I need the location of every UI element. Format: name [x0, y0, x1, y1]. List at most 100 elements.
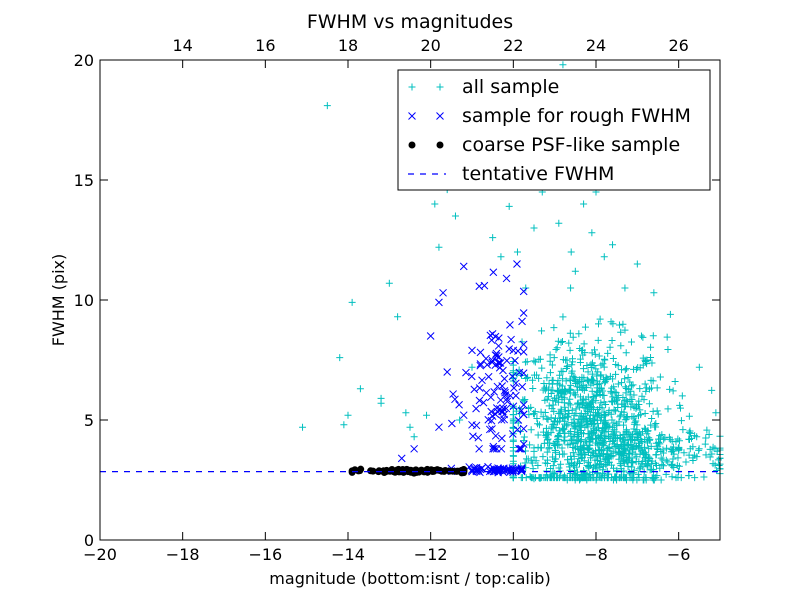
all-sample-point [674, 435, 682, 443]
all-sample-point [664, 458, 672, 466]
rough-fwhm-point [467, 372, 476, 381]
all-sample-point [559, 61, 567, 69]
rough-fwhm-point [486, 331, 495, 340]
rough-fwhm-point [475, 282, 484, 291]
all-sample-point [588, 377, 596, 385]
all-sample-point [456, 416, 464, 424]
all-sample-point [630, 466, 638, 474]
all-sample-point [633, 430, 641, 438]
all-sample-point [530, 224, 538, 232]
rough-fwhm-point [512, 379, 520, 388]
all-sample-point [571, 466, 579, 474]
rough-fwhm-point [519, 401, 528, 409]
all-sample-point [542, 424, 550, 432]
all-sample-point [603, 446, 611, 454]
rough-fwhm-point [519, 424, 528, 433]
all-sample-point [565, 460, 573, 468]
rough-fwhm-point [519, 340, 528, 349]
rough-fwhm-point [489, 268, 498, 277]
all-sample-point [597, 399, 605, 407]
all-sample-point [505, 202, 513, 210]
all-sample-point [588, 452, 596, 460]
all-sample-point [617, 342, 625, 350]
all-sample-point [647, 384, 655, 392]
psf-sample-point [375, 467, 383, 475]
legend-marker-dot [436, 141, 444, 149]
rough-fwhm-point [476, 360, 485, 368]
rough-fwhm-point [518, 382, 527, 391]
rough-fwhm-point [472, 404, 480, 413]
all-sample-point [577, 437, 585, 445]
all-sample-point [621, 383, 629, 391]
all-sample-point [623, 415, 631, 423]
all-sample-point [535, 355, 543, 363]
all-sample-point [627, 459, 635, 467]
legend-box [397, 69, 711, 191]
all-sample-point [693, 453, 701, 461]
all-sample-point [531, 408, 539, 416]
all-sample-point [618, 379, 626, 387]
rough-fwhm-point [474, 433, 483, 442]
rough-fwhm-point [489, 442, 498, 451]
all-sample-point [577, 454, 585, 462]
all-sample-point [616, 435, 624, 443]
all-sample-point [624, 373, 632, 381]
all-sample-point [566, 346, 574, 354]
all-sample-point [582, 439, 590, 447]
all-sample-point [631, 450, 639, 458]
rough-fwhm-point [500, 387, 509, 395]
x-tick-label: −12 [414, 545, 448, 564]
all-sample-point [609, 476, 617, 484]
all-sample-point [584, 368, 592, 376]
all-sample-point [555, 464, 563, 472]
all-sample-point [590, 416, 598, 424]
rough-fwhm-point [478, 376, 486, 385]
all-sample-point [685, 451, 693, 459]
all-sample-point [557, 460, 565, 468]
psf-sample-point [356, 467, 364, 475]
all-sample-point [530, 371, 538, 379]
all-sample-point [639, 361, 647, 369]
all-sample-point [344, 411, 352, 419]
all-sample-point [703, 426, 711, 434]
all-sample-point [643, 461, 651, 469]
all-sample-point [423, 411, 431, 419]
all-sample-point [664, 405, 672, 413]
all-sample-point [549, 401, 557, 409]
psf-sample-point [367, 467, 375, 475]
all-sample-point [578, 385, 586, 393]
all-sample-point [614, 380, 622, 388]
rough-fwhm-point [508, 372, 517, 381]
all-sample-point [560, 425, 568, 433]
all-sample-point [616, 460, 624, 468]
rough-fwhm-point [503, 397, 512, 406]
all-sample-point [531, 358, 539, 366]
all-sample-point [611, 388, 619, 396]
all-sample-point [524, 455, 532, 463]
all-sample-point [543, 448, 551, 456]
all-sample-point [595, 460, 603, 468]
all-sample-point [653, 407, 661, 415]
all-sample-point [643, 360, 651, 368]
all-sample-point [661, 434, 669, 442]
psf-sample-point [393, 466, 401, 474]
all-sample-point [566, 329, 574, 337]
all-sample-point [543, 374, 551, 382]
all-sample-point [593, 388, 601, 396]
rough-fwhm-point [491, 431, 500, 440]
all-sample-point [595, 451, 603, 459]
all-sample-point [563, 413, 571, 421]
rough-fwhm-point [494, 358, 503, 367]
all-sample-point [558, 444, 566, 452]
rough-fwhm-point [490, 444, 499, 453]
all-sample-point [547, 414, 555, 422]
all-sample-point [548, 423, 556, 431]
all-sample-point [565, 399, 573, 407]
all-sample-point [586, 405, 594, 413]
y-axis-label: FWHM (pix) [49, 254, 68, 347]
all-sample-point [627, 338, 635, 346]
all-sample-point [575, 330, 583, 338]
all-sample-point [581, 323, 589, 331]
rough-fwhm-point [476, 348, 485, 357]
rough-fwhm-point [484, 372, 493, 381]
